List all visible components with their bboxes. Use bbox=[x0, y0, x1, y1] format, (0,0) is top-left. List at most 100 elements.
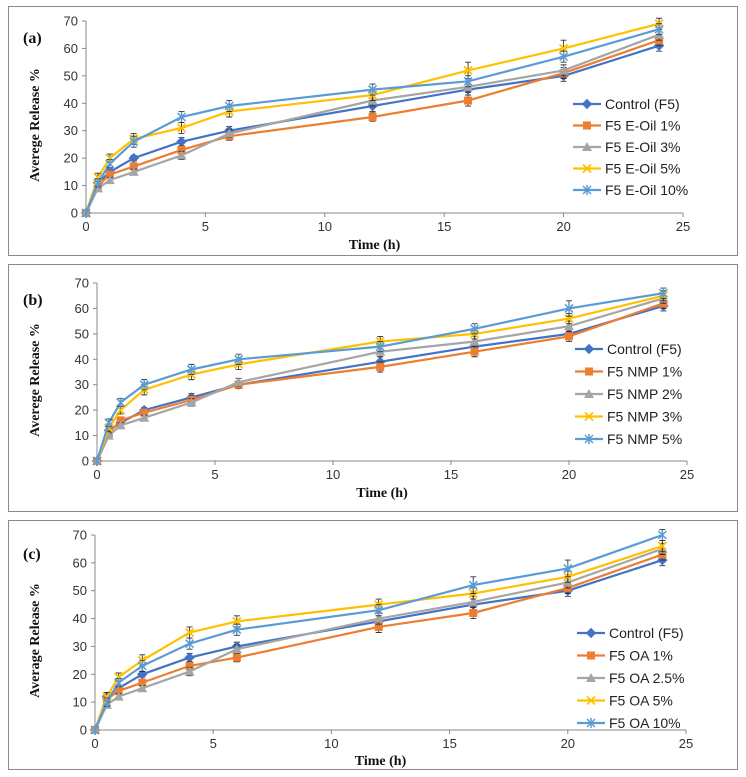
y-tick-label: 10 bbox=[75, 428, 89, 443]
data-point bbox=[224, 101, 234, 112]
legend-item: F5 NMP 2% bbox=[575, 386, 682, 402]
y-tick-label: 30 bbox=[73, 639, 87, 654]
data-point bbox=[563, 563, 573, 574]
legend-marker bbox=[585, 627, 597, 639]
data-point bbox=[374, 622, 383, 631]
legend-item: F5 OA 2.5% bbox=[577, 670, 684, 686]
data-point bbox=[233, 377, 244, 387]
legend-label: F5 OA 2.5% bbox=[609, 670, 684, 686]
data-point bbox=[186, 397, 197, 407]
data-point bbox=[559, 51, 569, 62]
data-point bbox=[374, 605, 384, 616]
legend-marker bbox=[584, 411, 594, 422]
series-0 bbox=[91, 300, 669, 467]
x-tick-label: 25 bbox=[676, 219, 690, 234]
y-tick-label: 60 bbox=[64, 41, 78, 56]
legend-label: F5 E-Oil 10% bbox=[605, 182, 688, 198]
data-point bbox=[463, 76, 473, 87]
x-axis-title: Time (h) bbox=[355, 754, 407, 769]
legend-item: F5 E-Oil 5% bbox=[573, 161, 680, 177]
legend-label: F5 NMP 1% bbox=[607, 364, 682, 380]
data-point bbox=[114, 677, 124, 688]
series-line bbox=[85, 33, 660, 214]
data-point bbox=[184, 652, 195, 663]
data-point bbox=[115, 420, 126, 430]
series-line bbox=[84, 28, 660, 214]
y-tick-label: 70 bbox=[75, 276, 89, 291]
y-axis-title: Average Release % bbox=[28, 583, 43, 698]
panel-label: (c) bbox=[23, 546, 41, 563]
data-point bbox=[113, 691, 124, 701]
y-axis-title: Averege Release % bbox=[28, 323, 43, 437]
legend-item: F5 OA 1% bbox=[577, 648, 673, 664]
panel-label: (b) bbox=[23, 292, 43, 309]
legend-marker bbox=[586, 695, 596, 706]
data-point bbox=[140, 408, 149, 417]
data-point bbox=[184, 627, 195, 638]
data-point bbox=[185, 661, 194, 670]
legend-marker bbox=[583, 121, 591, 130]
data-point bbox=[232, 653, 241, 662]
data-point bbox=[137, 683, 148, 693]
legend-label: F5 E-Oil 5% bbox=[605, 161, 680, 177]
series-line bbox=[96, 297, 664, 462]
x-axis-title: Time (h) bbox=[356, 486, 408, 501]
data-point bbox=[102, 697, 112, 708]
data-point bbox=[177, 145, 186, 154]
data-point bbox=[564, 321, 574, 331]
legend-marker bbox=[585, 367, 593, 376]
series-line bbox=[84, 22, 660, 214]
data-point bbox=[368, 113, 377, 121]
data-point bbox=[234, 354, 244, 365]
data-point bbox=[469, 336, 480, 346]
legend-item: F5 NMP 5% bbox=[575, 431, 682, 447]
legend-item: Control (F5) bbox=[573, 96, 680, 112]
chart-b: 0 10 20 30 40 50 60 70 0 5 10 15 20 25 (b) Time (h) Aver… bbox=[23, 276, 694, 502]
data-point bbox=[129, 136, 139, 147]
data-point bbox=[184, 666, 195, 676]
legend-item: F5 E-Oil 1% bbox=[573, 118, 680, 134]
data-point bbox=[469, 609, 478, 617]
data-point bbox=[176, 123, 187, 133]
y-tick-label: 10 bbox=[64, 178, 78, 193]
series-4 bbox=[90, 528, 667, 735]
data-point bbox=[176, 150, 187, 160]
legend-marker bbox=[587, 651, 595, 660]
data-point bbox=[470, 347, 479, 356]
legend-marker bbox=[582, 163, 592, 174]
legend-item: F5 NMP 1% bbox=[575, 364, 682, 380]
data-point bbox=[105, 158, 115, 169]
data-point bbox=[470, 323, 480, 334]
data-point bbox=[114, 687, 123, 695]
x-tick-label: 0 bbox=[93, 467, 100, 482]
x-tick-label: 25 bbox=[679, 736, 693, 751]
legend-item: F5 OA 10% bbox=[577, 715, 681, 731]
legend-label: F5 OA 5% bbox=[609, 693, 673, 709]
data-point bbox=[564, 303, 574, 314]
series-line bbox=[93, 533, 663, 731]
x-axis-title: Time (h) bbox=[349, 238, 401, 253]
data-point bbox=[464, 96, 473, 105]
y-tick-label: 50 bbox=[73, 583, 87, 598]
legend-label: Control (F5) bbox=[607, 341, 682, 357]
chart-a: 0 10 20 30 40 50 60 70 0 5 10 15 20 25 (a) Time (h) Aver… bbox=[23, 14, 690, 254]
series-line bbox=[95, 302, 664, 462]
data-point bbox=[185, 638, 195, 649]
data-point bbox=[104, 175, 115, 185]
series-4 bbox=[81, 23, 664, 218]
series-line bbox=[84, 39, 660, 214]
x-tick-label: 20 bbox=[562, 467, 576, 482]
y-tick-label: 40 bbox=[75, 352, 89, 367]
y-tick-label: 20 bbox=[64, 151, 78, 166]
legend-item: F5 NMP 3% bbox=[575, 409, 682, 425]
legend-item: F5 E-Oil 3% bbox=[573, 139, 680, 155]
legend-item: F5 OA 5% bbox=[577, 693, 673, 709]
chart-panel-b: 0 10 20 30 40 50 60 70 0 5 10 15 20 25 (b) Time (h) Aver… bbox=[8, 264, 738, 512]
data-point bbox=[368, 84, 378, 95]
data-point bbox=[558, 65, 569, 75]
data-point bbox=[373, 613, 384, 623]
data-point bbox=[231, 644, 242, 654]
data-point bbox=[176, 112, 187, 122]
data-point bbox=[232, 624, 242, 635]
